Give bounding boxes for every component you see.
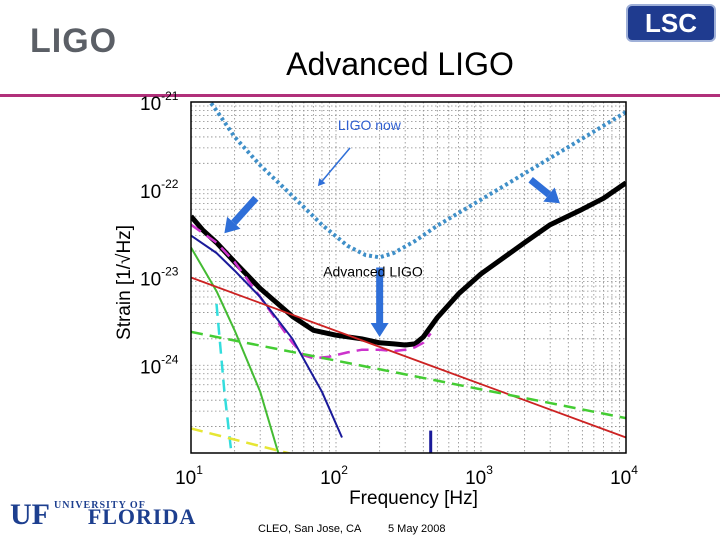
y-tick-exponent: -24 [161,352,179,366]
series-line-cyan-dashed [215,303,233,453]
series-line-red [191,276,626,439]
uf-logo: UF UNIVERSITY OFFLORIDA [10,498,196,532]
arrow-head [224,216,241,234]
y-tick-base: 10 [140,270,161,291]
x-tick-label: 102 [320,463,348,489]
uf-logo-univ: UNIVERSITY OF [54,500,146,511]
x-tick-exponent: 1 [196,463,203,477]
footer-venue: CLEO, San Jose, CA [258,523,362,535]
annotation-advanced-ligo: Advanced LIGO [323,264,423,280]
arrows-group [224,147,560,337]
y-tick-label: 10-21 [140,89,179,115]
title-divider [0,94,720,97]
arrow-head [543,187,560,204]
annotation-ligo-now: LIGO now [338,117,402,133]
y-tick-label: 10-23 [140,265,179,291]
arrow-shaft [528,177,552,198]
y-tick-base: 10 [140,94,161,115]
arrow-shaft [321,147,351,182]
x-tick-label: 103 [465,463,493,489]
footer-date: 5 May 2008 [388,523,446,535]
grid-lines [191,102,626,453]
y-axis-label: Strain [1/√Hz] [114,225,135,340]
y-tick-exponent: -23 [161,265,179,279]
lsc-logo: LSC [626,4,716,42]
x-tick-exponent: 2 [341,463,348,477]
x-tick-label: 101 [175,463,203,489]
slide-title: Advanced LIGO [286,46,514,82]
y-tick-label: 10-24 [140,352,179,378]
uf-logo-letters: UF [10,498,50,531]
series-line-green-solid [191,246,280,453]
x-tick-exponent: 3 [486,463,493,477]
y-tick-exponent: -21 [161,89,179,103]
x-tick-base: 10 [610,468,631,489]
y-tick-base: 10 [140,182,161,203]
x-tick-label: 104 [610,463,638,489]
y-tick-exponent: -22 [161,177,179,191]
series-group [191,102,626,453]
y-tick-base: 10 [140,357,161,378]
y-tick-label: 10-22 [140,177,179,203]
x-tick-base: 10 [320,468,341,489]
series-line-advanced-ligo [191,180,626,348]
x-tick-exponent: 4 [631,463,638,477]
x-tick-base: 10 [465,468,486,489]
arrow-head [317,178,326,187]
series-line-ligo-now [207,102,626,260]
arrow-head [370,323,389,337]
series-line-green-dashed [191,330,626,420]
ligo-logo: LIGO [30,22,118,60]
x-axis-label: Frequency [Hz] [349,488,478,509]
series-line-magenta-dashed [191,223,432,360]
x-tick-base: 10 [175,468,196,489]
series-line-dark-blue [191,234,343,438]
uf-logo-florida: FLORIDA [87,504,197,529]
arrow-shaft [231,195,259,226]
plot-frame [190,101,627,454]
